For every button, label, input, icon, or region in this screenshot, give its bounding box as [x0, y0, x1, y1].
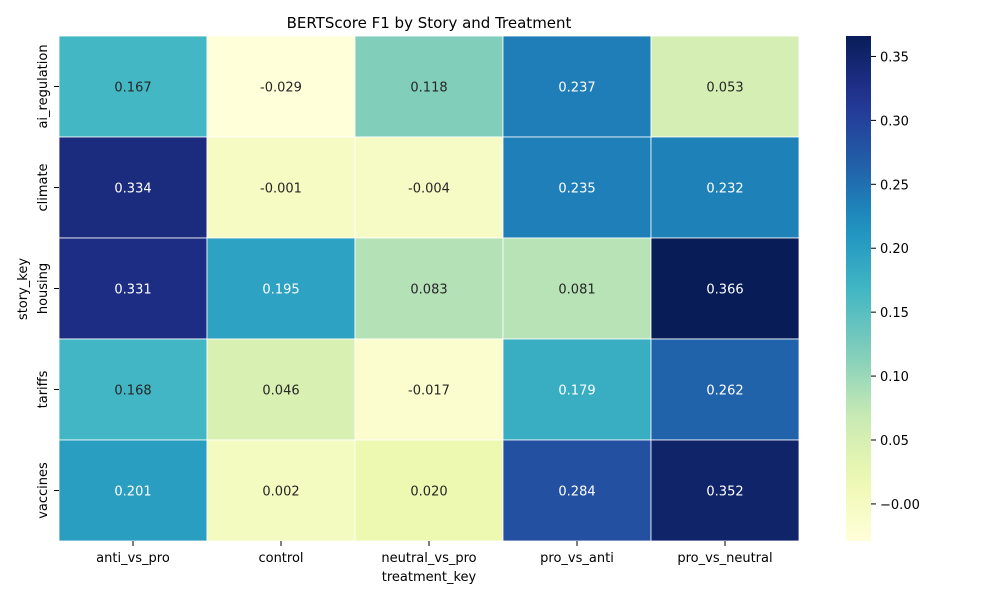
- heatmap-cell: [650, 439, 800, 542]
- cell-value-label: 0.195: [262, 283, 299, 298]
- y-tick-label: ai_regulation: [36, 44, 51, 128]
- heatmap-cell: [502, 35, 652, 138]
- colorbar-gradient: [846, 36, 871, 541]
- cell-value-label: -0.017: [408, 384, 450, 399]
- y-axis-label: story_key: [16, 258, 31, 320]
- x-tick-label: control: [258, 551, 303, 566]
- colorbar-tick-label: 0.05: [880, 434, 909, 449]
- heatmap-cell: [650, 237, 800, 340]
- heatmap-cell: [58, 35, 208, 138]
- cell-value-label: 0.262: [706, 384, 743, 399]
- heatmap-cells: 0.167 -0.029 0.118 0.237 0.053 0.334 -0.001 -0.…: [58, 35, 800, 542]
- x-tick-label: anti_vs_pro: [96, 551, 170, 566]
- cell-value-label: 0.235: [558, 182, 595, 197]
- colorbar-tick-label: 0.30: [880, 114, 909, 129]
- cell-value-label: -0.001: [260, 182, 302, 197]
- cell-value-label: 0.366: [706, 283, 743, 298]
- cell-value-label: -0.029: [260, 81, 302, 96]
- cell-value-label: 0.083: [410, 283, 447, 298]
- heatmap-cell: [650, 35, 800, 138]
- cell-value-label: 0.334: [114, 182, 151, 197]
- heatmap-cell: [354, 338, 504, 441]
- y-tick-label: tariffs: [36, 370, 51, 408]
- cell-value-label: 0.284: [558, 485, 595, 500]
- x-tick-label: neutral_vs_pro: [381, 551, 476, 566]
- cell-value-label: 0.179: [558, 384, 595, 399]
- x-tick-label: pro_vs_anti: [540, 551, 614, 566]
- cell-value-label: -0.004: [408, 182, 450, 197]
- colorbar-tick-label: −0.00: [880, 498, 920, 513]
- cell-value-label: 0.020: [410, 485, 447, 500]
- colorbar-tick-label: 0.35: [880, 50, 909, 65]
- cell-value-label: 0.002: [262, 485, 299, 500]
- heatmap-cell: [206, 439, 356, 542]
- cell-value-label: 0.046: [262, 384, 299, 399]
- y-tick-label: vaccines: [36, 462, 51, 519]
- cell-value-label: 0.237: [558, 81, 595, 96]
- cell-value-label: 0.352: [706, 485, 743, 500]
- x-axis: anti_vs_pro control neutral_vs_pro pro_vs_a…: [96, 541, 773, 566]
- heatmap-cell: [58, 439, 208, 542]
- heatmap-cell: [650, 136, 800, 239]
- x-tick-label: pro_vs_neutral: [677, 551, 772, 566]
- colorbar-tick-label: 0.25: [880, 178, 909, 193]
- heatmap-cell: [206, 338, 356, 441]
- heatmap-cell: [354, 35, 504, 138]
- cell-value-label: 0.053: [706, 81, 743, 96]
- heatmap-cell: [206, 35, 356, 138]
- heatmap-cell: [502, 338, 652, 441]
- x-axis-label: treatment_key: [382, 570, 477, 585]
- colorbar: −0.00 0.05 0.10 0.15 0.20 0.25 0.30 0.35: [846, 36, 920, 541]
- colorbar-tick-label: 0.10: [880, 370, 909, 385]
- heatmap-cell: [502, 237, 652, 340]
- y-tick-label: climate: [36, 163, 51, 211]
- heatmap-cell: [206, 136, 356, 239]
- cell-value-label: 0.167: [114, 81, 151, 96]
- cell-value-label: 0.201: [114, 485, 151, 500]
- cell-value-label: 0.232: [706, 182, 743, 197]
- heatmap-cell: [58, 136, 208, 239]
- chart-title: BERTScore F1 by Story and Treatment: [287, 14, 572, 32]
- heatmap-cell: [650, 338, 800, 441]
- heatmap-cell: [354, 136, 504, 239]
- cell-value-label: 0.168: [114, 384, 151, 399]
- cell-value-label: 0.081: [558, 283, 595, 298]
- y-tick-label: housing: [36, 263, 51, 314]
- cell-value-label: 0.331: [114, 283, 151, 298]
- heatmap-cell: [354, 237, 504, 340]
- cell-value-label: 0.118: [410, 81, 447, 96]
- heatmap-cell: [206, 237, 356, 340]
- colorbar-tick-label: 0.15: [880, 306, 909, 321]
- colorbar-tick-label: 0.20: [880, 242, 909, 257]
- heatmap-cell: [354, 439, 504, 542]
